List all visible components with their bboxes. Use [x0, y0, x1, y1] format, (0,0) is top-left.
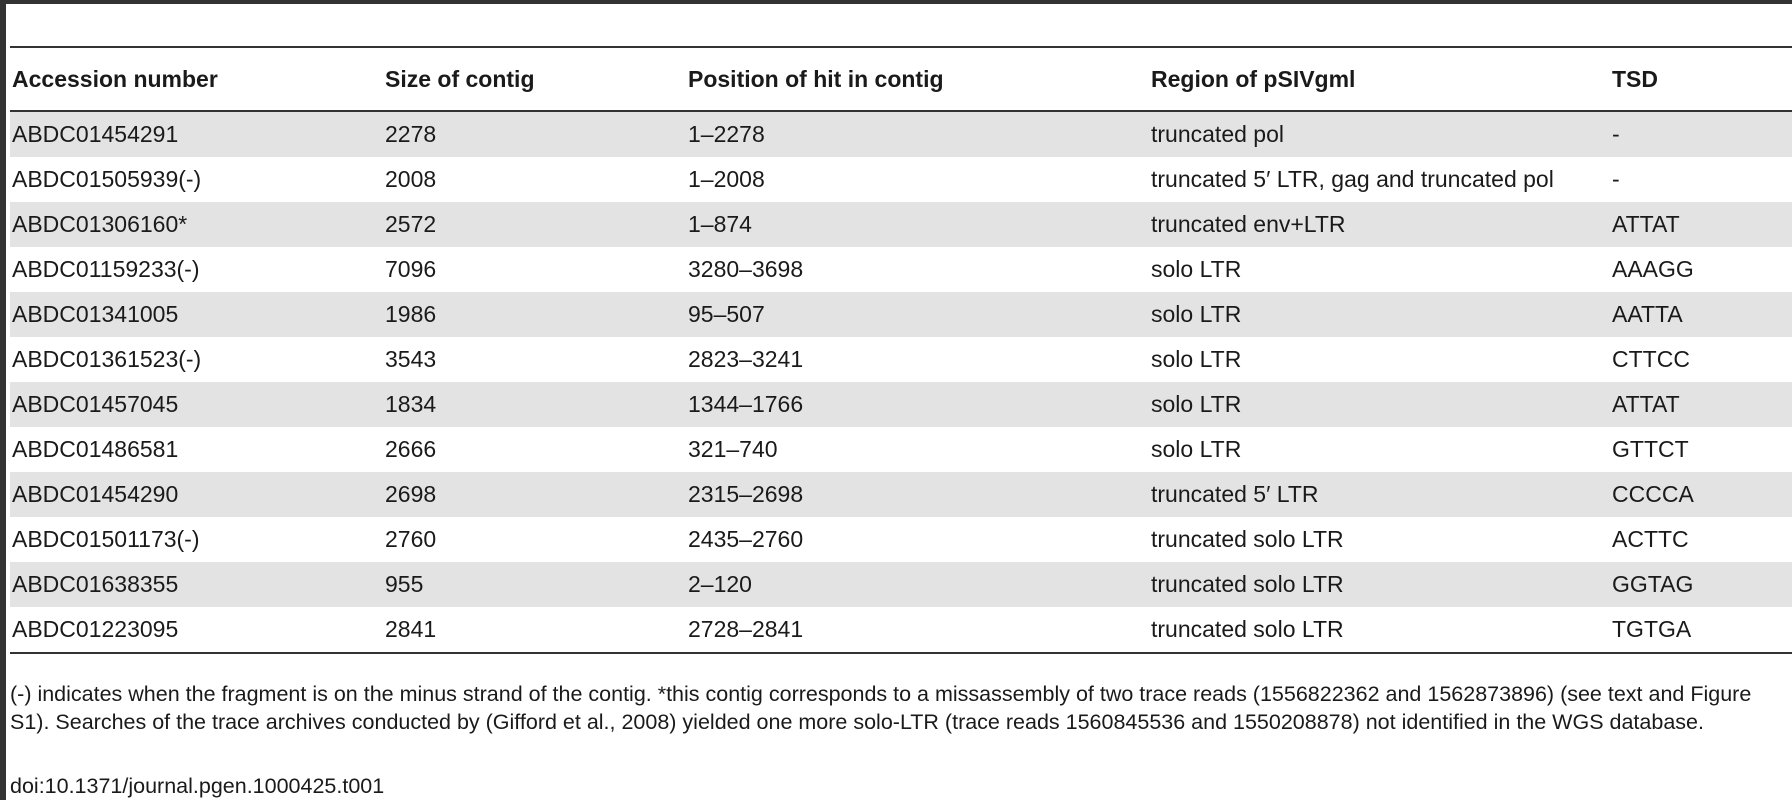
- cell-size: 3543: [385, 346, 437, 372]
- table-container: Accession number Size of contig Position…: [10, 46, 1792, 654]
- data-table: Accession number Size of contig Position…: [10, 48, 1792, 654]
- cell-region: truncated env+LTR: [1149, 202, 1610, 247]
- cell-accession: ABDC01454290: [10, 472, 383, 517]
- table-footnote: (-) indicates when the fragment is on th…: [10, 682, 1752, 734]
- table-row: ABDC01361523(-) 3543 2823–3241 solo LTR CTTC…: [10, 337, 1792, 382]
- cell-accession: ABDC01341005: [10, 292, 383, 337]
- cell-tsd: ATTAT: [1610, 382, 1792, 427]
- table-row: ABDC01505939(-) 2008 1–2008 truncated 5′ LT…: [10, 157, 1792, 202]
- table-row: ABDC01638355 955 2–120 truncated solo LTR GG…: [10, 562, 1792, 607]
- cell-position: 2435–2760: [688, 526, 804, 552]
- header-tsd: TSD: [1610, 48, 1792, 112]
- cell-position: 321–740: [688, 436, 778, 462]
- cell-accession: ABDC01306160*: [10, 202, 383, 247]
- cell-accession: ABDC01638355: [10, 562, 383, 607]
- cell-accession: ABDC01501173(-): [12, 526, 200, 552]
- cell-size: 1986: [383, 292, 686, 337]
- cell-region: truncated solo LTR: [1149, 607, 1610, 654]
- cell-accession: ABDC01454291: [10, 111, 383, 157]
- cell-region: truncated 5′ LTR: [1149, 472, 1610, 517]
- cell-region: truncated 5′ LTR, gag and truncated pol: [1151, 166, 1554, 192]
- cell-accession: ABDC01505939(-): [12, 166, 202, 192]
- cell-tsd: GGTAG: [1610, 562, 1792, 607]
- cell-region: truncated solo LTR: [1149, 562, 1610, 607]
- cell-region: solo LTR: [1151, 436, 1242, 462]
- table-top-rule: [10, 46, 1792, 48]
- cell-tsd: AAAGG: [1612, 256, 1694, 282]
- cell-size: 2698: [383, 472, 686, 517]
- table-row: ABDC01306160* 2572 1–874 truncated env+LTR A…: [10, 202, 1792, 247]
- cell-tsd: -: [1612, 166, 1620, 192]
- table-row: ABDC01457045 1834 1344–1766 solo LTR ATTAT: [10, 382, 1792, 427]
- table-row: ABDC01454290 2698 2315–2698 truncated 5′ LT…: [10, 472, 1792, 517]
- top-border: [0, 0, 1792, 4]
- table-row: ABDC01454291 2278 1–2278 truncated pol -: [10, 111, 1792, 157]
- cell-position: 2315–2698: [686, 472, 1149, 517]
- cell-region: truncated pol: [1149, 111, 1610, 157]
- cell-position: 1–2008: [688, 166, 765, 192]
- table-row: ABDC01223095 2841 2728–2841 truncated solo …: [10, 607, 1792, 654]
- cell-position: 3280–3698: [688, 256, 804, 282]
- cell-position: 1–2278: [686, 111, 1149, 157]
- cell-tsd: ACTTC: [1612, 526, 1689, 552]
- header-row: Accession number Size of contig Position…: [10, 48, 1792, 112]
- cell-size: 2666: [385, 436, 437, 462]
- cell-tsd: ATTAT: [1610, 202, 1792, 247]
- cell-accession: ABDC01223095: [10, 607, 383, 654]
- cell-size: 2008: [385, 166, 437, 192]
- cell-size: 2572: [383, 202, 686, 247]
- cell-position: 2823–3241: [688, 346, 804, 372]
- cell-tsd: CTTCC: [1612, 346, 1690, 372]
- cell-size: 2278: [383, 111, 686, 157]
- left-border: [0, 0, 6, 800]
- table-row: ABDC01486581 2666 321–740 solo LTR GTTCT: [10, 427, 1792, 472]
- cell-position: 2–120: [686, 562, 1149, 607]
- cell-size: 955: [383, 562, 686, 607]
- cell-accession: ABDC01361523(-): [12, 346, 202, 372]
- cell-size: 1834: [383, 382, 686, 427]
- cell-position: 2728–2841: [686, 607, 1149, 654]
- cell-accession: ABDC01159233(-): [12, 256, 200, 282]
- cell-accession: ABDC01486581: [12, 436, 179, 462]
- doi-text: doi:10.1371/journal.pgen.1000425.t001: [10, 774, 385, 798]
- header-position: Position of hit in contig: [686, 48, 1149, 112]
- table-row: ABDC01501173(-) 2760 2435–2760 truncated so…: [10, 517, 1792, 562]
- cell-region: solo LTR: [1151, 256, 1242, 282]
- cell-tsd: AATTA: [1610, 292, 1792, 337]
- header-region: Region of pSIVgml: [1149, 48, 1610, 112]
- cell-tsd: CCCCA: [1610, 472, 1792, 517]
- cell-position: 1344–1766: [686, 382, 1149, 427]
- cell-accession: ABDC01457045: [10, 382, 383, 427]
- cell-size: 7096: [385, 256, 437, 282]
- cell-position: 95–507: [686, 292, 1149, 337]
- cell-tsd: GTTCT: [1612, 436, 1689, 462]
- cell-tsd: TGTGA: [1610, 607, 1792, 654]
- table-row: ABDC01341005 1986 95–507 solo LTR AATTA: [10, 292, 1792, 337]
- header-accession: Accession number: [10, 48, 383, 112]
- cell-size: 2760: [385, 526, 437, 552]
- cell-position: 1–874: [686, 202, 1149, 247]
- cell-region: solo LTR: [1151, 346, 1242, 372]
- cell-region: truncated solo LTR: [1151, 526, 1344, 552]
- table-row: ABDC01159233(-) 7096 3280–3698 solo LTR AAAG…: [10, 247, 1792, 292]
- cell-region: solo LTR: [1149, 292, 1610, 337]
- cell-tsd: -: [1610, 111, 1792, 157]
- header-size: Size of contig: [383, 48, 686, 112]
- cell-size: 2841: [383, 607, 686, 654]
- cell-region: solo LTR: [1149, 382, 1610, 427]
